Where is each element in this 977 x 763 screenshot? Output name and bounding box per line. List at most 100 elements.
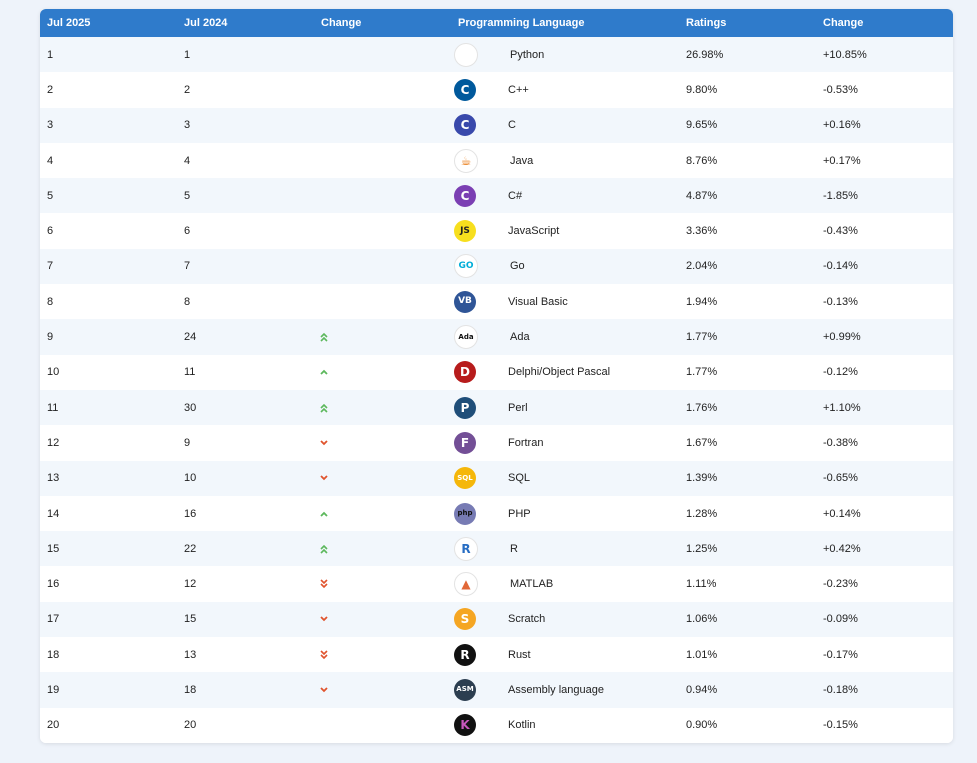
rating-value: 9.80% — [686, 83, 718, 96]
language-cell: C C++ — [451, 78, 679, 101]
rank-current: 15 — [47, 542, 60, 555]
rank-current: 17 — [47, 613, 60, 626]
header-change-value: Change — [823, 17, 864, 29]
table-row: 6 6 JS JavaScript 3.36% -0.43% — [40, 213, 953, 249]
rank-previous: 3 — [184, 119, 191, 132]
language-cell: Ada Ada — [451, 325, 679, 350]
rating-value: 1.25% — [686, 542, 718, 555]
chevron-down-icon — [319, 686, 329, 694]
rank-previous: 5 — [184, 189, 191, 202]
trend-cell — [314, 439, 451, 447]
rank-current: 12 — [47, 436, 60, 449]
double-chevron-up-icon — [319, 544, 329, 554]
rank-previous: 11 — [184, 366, 196, 379]
language-cell: ▲ MATLAB — [451, 572, 679, 597]
r-logo-icon: R — [454, 536, 478, 561]
chevron-down-icon — [319, 615, 329, 623]
rank-current: 13 — [47, 472, 60, 485]
language-cell: ASM Assembly language — [451, 678, 679, 701]
language-cell: GO Go — [451, 254, 679, 279]
rating-change: +0.99% — [823, 331, 861, 344]
rank-current: 5 — [47, 189, 54, 202]
language-name: C++ — [508, 83, 529, 96]
table-row: 8 8 VB Visual Basic 1.94% -0.13% — [40, 284, 953, 320]
rating-value: 1.11% — [686, 578, 717, 591]
rank-previous: 12 — [184, 578, 197, 591]
language-name: Kotlin — [508, 719, 536, 732]
header-change-trend: Change — [321, 17, 362, 29]
rating-value: 1.94% — [686, 295, 718, 308]
javascript-logo-icon: JS — [454, 220, 476, 243]
table-header: Jul 2025 Jul 2024 Change Programming Lan… — [40, 9, 953, 37]
table-row: 7 7 GO Go 2.04% -0.14% — [40, 248, 953, 285]
table-row: 4 4 ☕ Java 8.76% +0.17% — [40, 142, 953, 179]
chevron-up-icon — [319, 510, 329, 518]
trend-cell — [314, 368, 451, 376]
rating-value: 1.06% — [686, 613, 718, 626]
rank-current: 19 — [47, 683, 60, 696]
rating-change: -0.43% — [823, 225, 858, 238]
language-name: PHP — [508, 507, 531, 520]
language-name: Delphi/Object Pascal — [508, 366, 611, 379]
kotlin-logo-icon: K — [454, 714, 476, 737]
rank-previous: 9 — [184, 436, 191, 449]
table-row: 12 9 F Fortran 1.67% -0.38% — [40, 425, 953, 461]
rating-value: 1.67% — [686, 436, 718, 449]
chevron-down-icon — [319, 474, 329, 482]
rank-previous: 7 — [184, 260, 191, 273]
language-cell: D Delphi/Object Pascal — [451, 361, 679, 384]
rating-change: +0.42% — [823, 542, 861, 555]
header-current-month: Jul 2025 — [47, 17, 91, 29]
rank-previous: 6 — [184, 225, 191, 238]
trend-cell — [314, 686, 451, 694]
rank-current: 7 — [47, 260, 54, 273]
language-name: C — [508, 119, 516, 132]
rank-current: 18 — [47, 648, 60, 661]
rating-change: -0.53% — [823, 83, 858, 96]
rank-current: 11 — [47, 401, 59, 414]
rank-previous: 10 — [184, 472, 197, 485]
table-row: 17 15 S Scratch 1.06% -0.09% — [40, 601, 953, 638]
language-cell: JS JavaScript — [451, 220, 679, 243]
language-name: Python — [510, 48, 545, 61]
assembly-logo-icon: ASM — [454, 678, 476, 701]
chevron-down-icon — [319, 439, 329, 447]
language-name: Visual Basic — [508, 295, 568, 308]
python-logo-icon — [454, 42, 478, 67]
csharp-logo-icon: C — [454, 184, 476, 207]
sql-logo-icon: SQL — [454, 467, 476, 490]
language-cell: php PHP — [451, 502, 679, 525]
trend-cell — [314, 332, 451, 342]
rating-change: -0.38% — [823, 436, 858, 449]
header-ratings: Ratings — [686, 17, 727, 29]
table-row: 18 13 R Rust 1.01% -0.17% — [40, 637, 953, 673]
rank-current: 2 — [47, 83, 54, 96]
rank-current: 16 — [47, 578, 60, 591]
rating-change: -0.15% — [823, 719, 858, 732]
rank-previous: 4 — [184, 154, 191, 167]
matlab-logo-icon: ▲ — [454, 572, 478, 597]
rank-current: 20 — [47, 719, 60, 732]
language-cell: Python — [451, 42, 679, 67]
rating-change: -0.23% — [823, 578, 858, 591]
rank-current: 1 — [47, 48, 54, 61]
ranking-table: Jul 2025 Jul 2024 Change Programming Lan… — [40, 9, 953, 743]
php-logo-icon: php — [454, 502, 476, 525]
table-body: 1 1 Python 26.98% +10.85% 2 2 C C++ 9.80% -0.53% 3 3… — [40, 37, 953, 743]
table-row: 11 30 P Perl 1.76% +1.10% — [40, 389, 953, 426]
language-cell: SQL SQL — [451, 467, 679, 490]
scratch-logo-icon: S — [454, 608, 476, 631]
rating-change: -0.09% — [823, 613, 858, 626]
delphi-logo-icon: D — [454, 361, 476, 384]
rating-value: 8.76% — [686, 154, 718, 167]
language-name: Assembly language — [508, 683, 605, 696]
table-row: 5 5 C C# 4.87% -1.85% — [40, 178, 953, 214]
table-row: 9 24 Ada Ada 1.77% +0.99% — [40, 319, 953, 355]
rating-value: 0.90% — [686, 719, 718, 732]
rating-value: 1.77% — [686, 331, 718, 344]
language-name: Scratch — [508, 613, 546, 626]
ada-logo-icon: Ada — [454, 325, 478, 350]
rank-current: 4 — [47, 154, 54, 167]
rust-logo-icon: R — [454, 643, 476, 666]
language-name: C# — [508, 189, 523, 202]
